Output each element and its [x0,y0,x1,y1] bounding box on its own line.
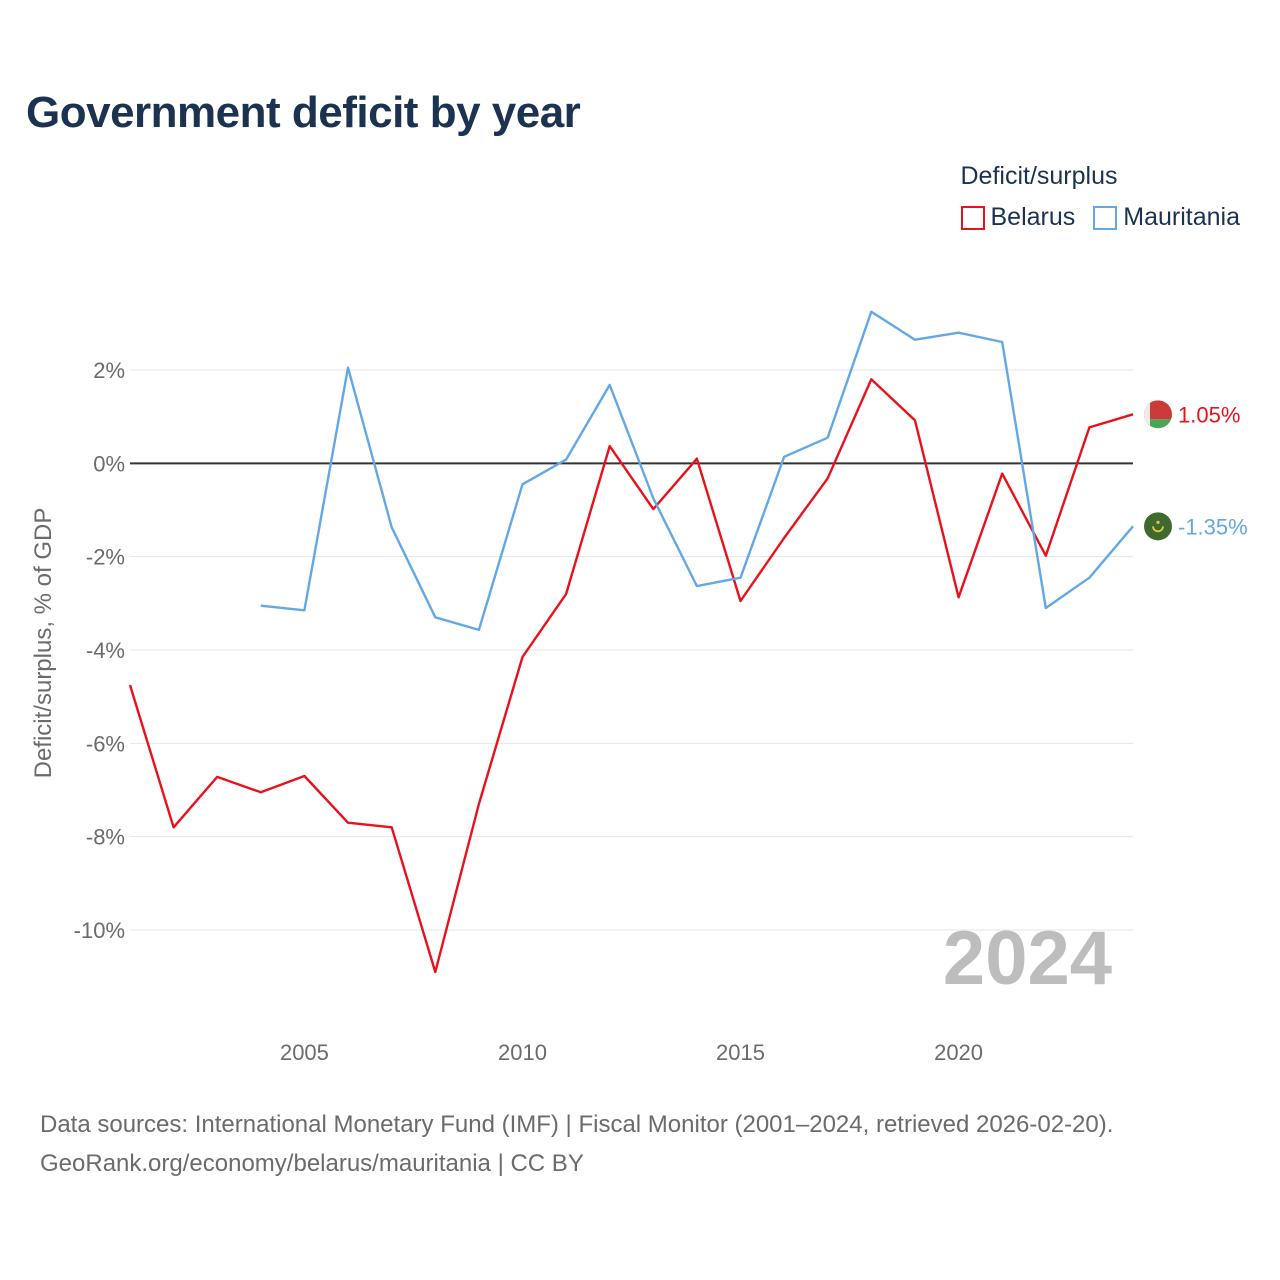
y-tick-label: 0% [93,451,125,476]
series-layer [128,310,1134,974]
footer: Data sources: International Monetary Fun… [40,1105,1113,1183]
y-tick-label: -4% [86,638,125,663]
legend-item-mauritania[interactable]: Mauritania [1093,203,1240,232]
end-label-belarus: 1.05% [1178,402,1240,427]
legend-label-mauritania: Mauritania [1123,203,1240,231]
series-line-belarus [128,378,1134,974]
x-tick-label: 2010 [498,1040,547,1065]
marker-layer: 1.05% -1.35% [1144,400,1248,541]
x-tick-label: 2020 [934,1040,983,1065]
plot-area: 2% 0% -2% -4% -6% -8% -10% 2005 2010 2015 2020 202… [30,310,1248,1065]
year-watermark: 2024 [943,916,1112,1001]
y-tick-label: 2% [93,358,125,383]
y-axis-label: Deficit/surplus, % of GDP [30,508,57,779]
y-tick-label: -2% [86,545,125,570]
attribution-link[interactable]: GeoRank.org/economy/belarus/mauritania |… [40,1150,584,1177]
legend-item-belarus[interactable]: Belarus [960,203,1076,232]
legend-swatch-mauritania [1093,205,1118,230]
grid-layer [130,369,1133,931]
legend-swatch-belarus [960,205,985,230]
y-tick-label: -10% [74,918,125,943]
axis-layer: 2% 0% -2% -4% -6% -8% -10% 2005 2010 2015 2020 [74,358,1133,1065]
legend: Deficit/surplus Belarus Mauritania [960,162,1240,232]
chart-title: Government deficit by year [26,88,581,137]
y-tick-label: -8% [86,825,125,850]
legend-title: Deficit/surplus [960,162,1118,190]
y-tick-label: -6% [86,731,125,756]
end-label-mauritania: -1.35% [1178,514,1248,539]
mauritania-flag-icon [1144,512,1172,541]
x-tick-label: 2005 [280,1040,329,1065]
source-line: Data sources: International Monetary Fun… [40,1111,1114,1138]
legend-label-belarus: Belarus [990,203,1076,231]
x-tick-label: 2015 [716,1040,765,1065]
series-line-mauritania [260,310,1134,632]
belarus-flag-icon [1144,400,1172,429]
legend-items: Belarus Mauritania [960,203,1240,232]
